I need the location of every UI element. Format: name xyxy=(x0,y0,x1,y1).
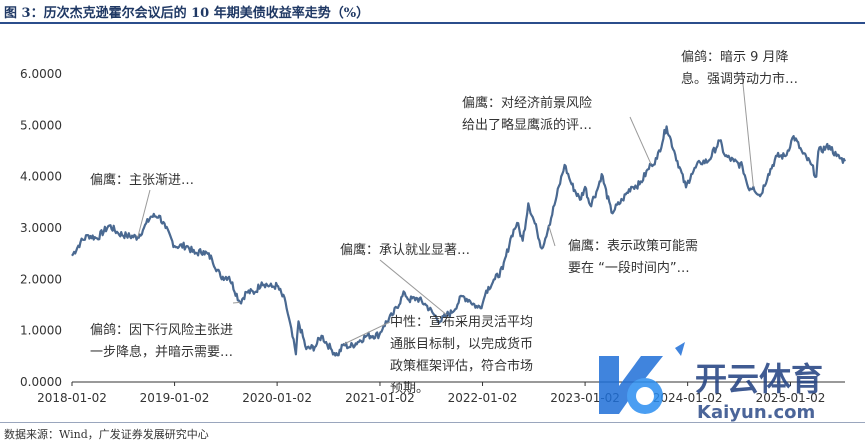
y-tick-label: 5.0000 xyxy=(20,118,62,132)
annotation-text: 通胀目标制，以完成货币 xyxy=(390,336,533,352)
annotation-leader-line xyxy=(629,116,652,165)
figure-title: 图 3：历次杰克逊霍尔会议后的 10 年期美债收益率走势（%） xyxy=(4,6,370,21)
annotation-text: 要在 “一段时间内”… xyxy=(568,260,690,276)
annotation-text: 中性：宣布采用灵活平均 xyxy=(390,314,533,330)
annotation-text: 息。强调劳动力市… xyxy=(681,71,798,87)
annotation-leader-line xyxy=(232,301,241,304)
y-tick-label: 1.0000 xyxy=(20,324,62,338)
annotation: 偏鹰：对经济前景风险给出了略显鹰派的评… xyxy=(462,95,592,133)
annotation-leader-line xyxy=(741,73,754,187)
footer-divider xyxy=(0,422,865,423)
x-tick-label: 2020-01-02 xyxy=(242,391,312,405)
annotation: 偏鹰：承认就业显著… xyxy=(340,242,470,258)
x-tick-label: 2018-01-02 xyxy=(37,391,107,405)
annotation: 偏鸽：暗示 9 月降息。强调劳动力市… xyxy=(681,49,798,87)
y-tick-label: 4.0000 xyxy=(20,170,62,184)
y-tick-label: 2.0000 xyxy=(20,272,62,286)
brand-watermark-logo: 开云体育 Kaiyun.com xyxy=(599,342,823,423)
annotation: 偏鸽：因下行风险主张进一步降息，并暗示需要… xyxy=(90,322,233,360)
annotation-leader-line xyxy=(343,321,391,345)
x-tick-label: 2022-01-02 xyxy=(448,391,518,405)
annotation-leader-line xyxy=(137,189,151,238)
annotation-text: 偏鹰：对经济前景风险 xyxy=(462,95,592,111)
x-tick-label: 2019-01-02 xyxy=(140,391,210,405)
annotation: 偏鹰：主张渐进… xyxy=(90,172,194,188)
annotation-text: 一步降息，并暗示需要… xyxy=(90,344,233,360)
watermark-brand-text: 开云体育 xyxy=(695,360,823,398)
x-tick-label: 2025-01-02 xyxy=(756,391,826,405)
annotation-text: 偏鹰：承认就业显著… xyxy=(340,242,470,258)
chart-plot-area xyxy=(71,125,846,357)
yield-series-line xyxy=(71,125,846,357)
annotation-text: 偏鹰：主张渐进… xyxy=(90,172,194,188)
annotation-text: 偏鸽：暗示 9 月降 xyxy=(681,49,789,65)
annotation-leader-line xyxy=(379,259,447,316)
annotation-text: 政策框架评估，符合市场 xyxy=(390,358,533,374)
data-source: 数据来源：Wind，广发证券发展研究中心 xyxy=(4,428,209,441)
y-tick-label: 6.0000 xyxy=(20,67,62,81)
x-tick-label: 2024-01-02 xyxy=(653,391,723,405)
yield-line-chart: 0.0000 1.0000 2.0000 3.0000 4.0000 5.0000 6.00… xyxy=(20,49,846,405)
annotation-text: 偏鸽：因下行风险主张进 xyxy=(90,322,233,338)
watermark-site-text: Kaiyun.com xyxy=(697,402,815,423)
annotation-text: 给出了略显鹰派的评… xyxy=(462,117,592,133)
y-tick-label: 0.0000 xyxy=(20,375,62,389)
x-tick-label: 2021-01-02 xyxy=(345,391,415,405)
y-tick-label: 3.0000 xyxy=(20,221,62,235)
annotation-leader-line xyxy=(548,225,556,247)
title-divider xyxy=(0,22,865,24)
annotation-text: 预期。 xyxy=(390,381,429,396)
annotation-text: 偏鹰：表示政策可能需 xyxy=(568,238,698,254)
